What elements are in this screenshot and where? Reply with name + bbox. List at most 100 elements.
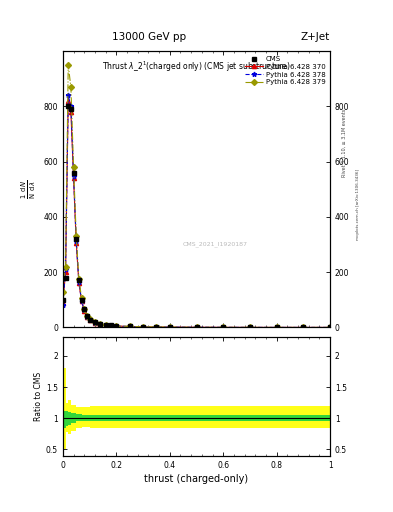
Pythia 6.428 370 [77, 280, 81, 286]
CMS [154, 324, 159, 330]
CMS [301, 324, 306, 330]
Pythia 6.428 379 [68, 84, 73, 90]
Pythia 6.428 379 [74, 233, 79, 239]
Pythia 6.428 370 [63, 269, 68, 275]
Pythia 6.428 378 [79, 297, 84, 304]
Pythia 6.428 378 [114, 323, 119, 329]
Pythia 6.428 370 [71, 175, 76, 181]
Pythia 6.428 378 [71, 173, 76, 179]
Pythia 6.428 378 [127, 324, 132, 330]
Line: CMS: CMS [61, 104, 332, 330]
Pythia 6.428 378 [61, 302, 65, 308]
Pythia 6.428 378 [328, 325, 332, 331]
Pythia 6.428 370 [167, 324, 172, 330]
Pythia 6.428 378 [82, 307, 86, 313]
CMS [82, 306, 86, 312]
CMS [103, 322, 108, 328]
CMS [66, 103, 71, 110]
Pythia 6.428 370 [66, 98, 71, 104]
Pythia 6.428 370 [194, 324, 199, 330]
Pythia 6.428 379 [194, 324, 199, 330]
Text: mcplots.cern.ch [arXiv:1306.3436]: mcplots.cern.ch [arXiv:1306.3436] [356, 169, 360, 240]
Pythia 6.428 378 [93, 319, 97, 326]
Pythia 6.428 378 [154, 324, 159, 330]
Pythia 6.428 370 [248, 324, 252, 330]
Pythia 6.428 378 [141, 324, 145, 330]
CMS [79, 297, 84, 303]
Pythia 6.428 379 [221, 324, 226, 330]
Y-axis label: $\frac{1}{\mathrm{N}}\,\frac{\mathrm{d}N}{\mathrm{d}\lambda}$: $\frac{1}{\mathrm{N}}\,\frac{\mathrm{d}N… [20, 180, 38, 199]
Pythia 6.428 379 [87, 316, 92, 323]
Pythia 6.428 378 [74, 238, 79, 244]
Pythia 6.428 378 [301, 324, 306, 330]
Pythia 6.428 370 [154, 324, 159, 330]
CMS [127, 324, 132, 330]
Pythia 6.428 370 [93, 320, 97, 326]
Pythia 6.428 379 [167, 324, 172, 330]
Pythia 6.428 378 [66, 92, 71, 98]
Pythia 6.428 378 [194, 324, 199, 330]
CMS [84, 313, 89, 319]
Pythia 6.428 378 [248, 324, 252, 330]
Pythia 6.428 379 [108, 323, 113, 329]
Pythia 6.428 370 [328, 325, 332, 331]
Line: Pythia 6.428 370: Pythia 6.428 370 [61, 99, 332, 330]
Pythia 6.428 370 [301, 324, 306, 330]
Y-axis label: Ratio to CMS: Ratio to CMS [34, 372, 43, 421]
Text: Thrust $\lambda\_2^1$(charged only) (CMS jet substructure): Thrust $\lambda\_2^1$(charged only) (CMS… [102, 59, 291, 74]
CMS [274, 324, 279, 330]
CMS [87, 316, 92, 323]
Pythia 6.428 370 [221, 324, 226, 330]
Pythia 6.428 379 [61, 288, 65, 294]
Text: CMS_2021_I1920187: CMS_2021_I1920187 [183, 242, 248, 247]
Pythia 6.428 379 [71, 164, 76, 170]
Pythia 6.428 379 [328, 325, 332, 331]
Pythia 6.428 370 [127, 324, 132, 330]
Pythia 6.428 379 [98, 321, 103, 327]
Pythia 6.428 370 [114, 323, 119, 329]
CMS [77, 278, 81, 284]
CMS [68, 106, 73, 112]
Pythia 6.428 379 [77, 276, 81, 282]
Pythia 6.428 379 [127, 324, 132, 330]
CMS [328, 325, 332, 331]
Pythia 6.428 370 [103, 322, 108, 328]
X-axis label: thrust (charged-only): thrust (charged-only) [145, 474, 248, 484]
Line: Pythia 6.428 378: Pythia 6.428 378 [61, 93, 332, 330]
CMS [141, 324, 145, 330]
Pythia 6.428 378 [84, 313, 89, 319]
Pythia 6.428 379 [114, 323, 119, 329]
CMS [63, 274, 68, 281]
CMS [108, 323, 113, 329]
CMS [74, 236, 79, 242]
Pythia 6.428 379 [79, 295, 84, 302]
Pythia 6.428 379 [274, 324, 279, 330]
Pythia 6.428 378 [103, 322, 108, 328]
Pythia 6.428 379 [301, 324, 306, 330]
Line: Pythia 6.428 379: Pythia 6.428 379 [61, 63, 332, 330]
Pythia 6.428 379 [154, 324, 159, 330]
Pythia 6.428 370 [274, 324, 279, 330]
Pythia 6.428 379 [141, 324, 145, 330]
Text: 13000 GeV pp: 13000 GeV pp [112, 32, 186, 42]
CMS [114, 323, 119, 329]
CMS [61, 297, 65, 303]
Pythia 6.428 378 [221, 324, 226, 330]
CMS [194, 324, 199, 330]
Pythia 6.428 378 [77, 279, 81, 285]
Pythia 6.428 378 [274, 324, 279, 330]
Legend: CMS, Pythia 6.428 370, Pythia 6.428 378, Pythia 6.428 379: CMS, Pythia 6.428 370, Pythia 6.428 378,… [244, 55, 327, 87]
Pythia 6.428 378 [108, 323, 113, 329]
Pythia 6.428 378 [63, 266, 68, 272]
Pythia 6.428 379 [84, 312, 89, 318]
Pythia 6.428 370 [141, 324, 145, 330]
Pythia 6.428 370 [84, 314, 89, 320]
Pythia 6.428 370 [87, 317, 92, 323]
Pythia 6.428 378 [68, 103, 73, 110]
Pythia 6.428 370 [108, 323, 113, 329]
Text: Rivet 3.1.10, ≥ 3.1M events: Rivet 3.1.10, ≥ 3.1M events [342, 109, 346, 178]
Pythia 6.428 379 [66, 62, 71, 68]
Pythia 6.428 379 [103, 322, 108, 328]
CMS [71, 169, 76, 176]
Pythia 6.428 379 [248, 324, 252, 330]
